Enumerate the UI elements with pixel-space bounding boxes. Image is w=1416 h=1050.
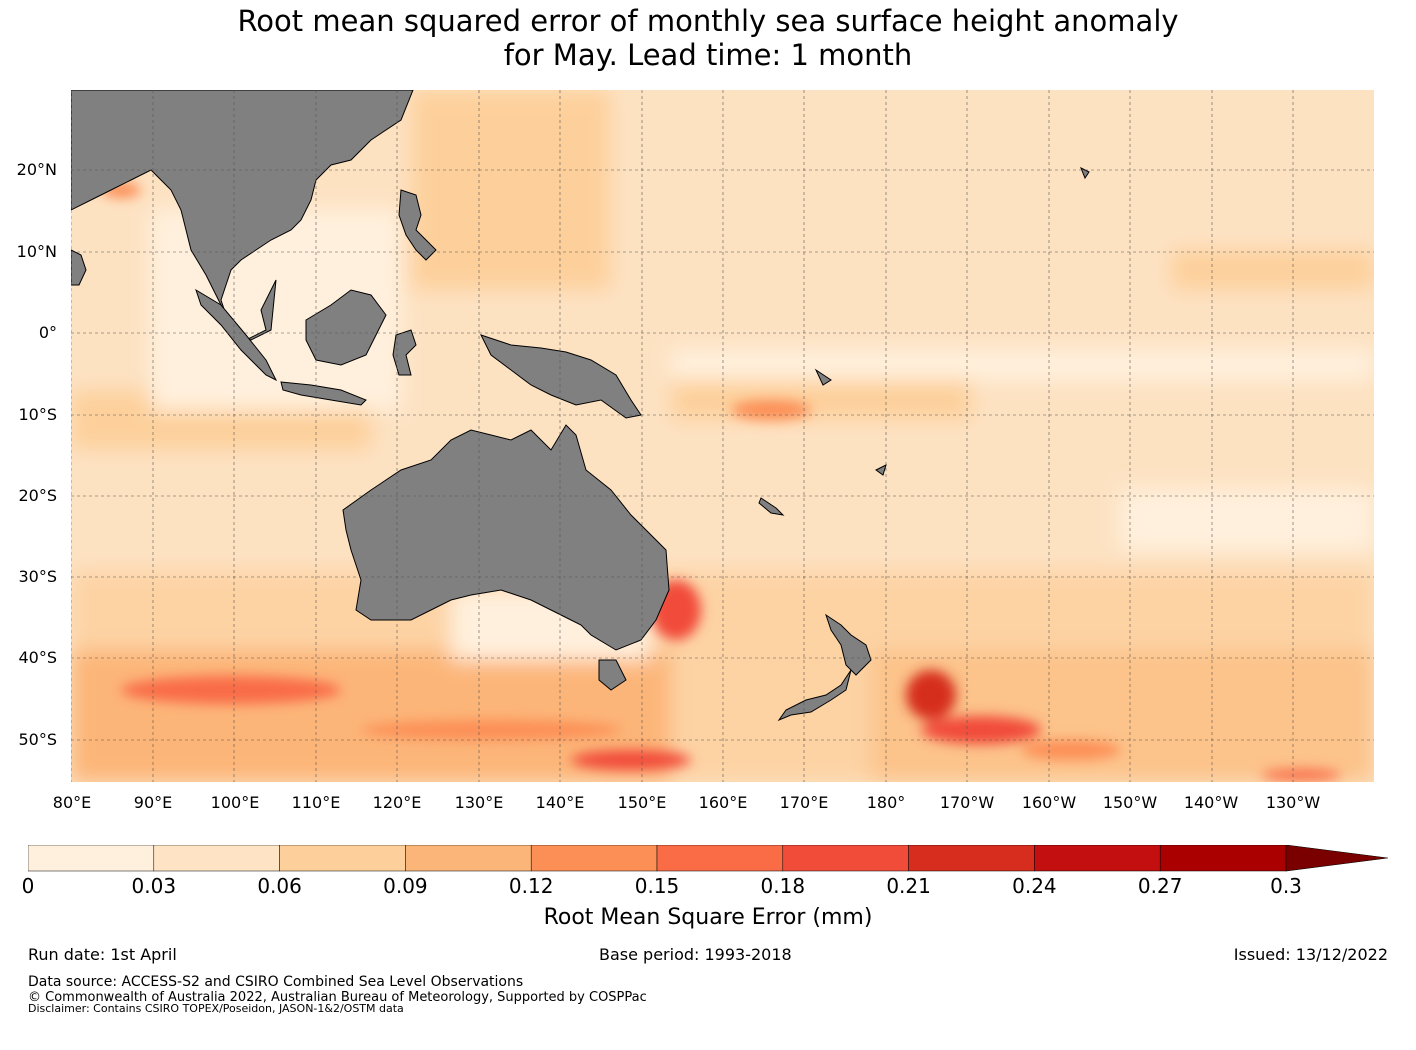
colorbar-cell xyxy=(530,845,658,872)
title-line-1: Root mean squared error of monthly sea s… xyxy=(237,4,1179,38)
data-source: Data source: ACCESS-S2 and CSIRO Combine… xyxy=(28,974,524,990)
colorbar-cell xyxy=(28,845,155,872)
lat-label-20s: 20°S xyxy=(18,486,57,505)
disclaimer: Disclaimer: Contains CSIRO TOPEX/Poseido… xyxy=(28,1002,404,1015)
lon-label-130e: 130°E xyxy=(454,793,504,812)
lon-label-130w: 130°W xyxy=(1265,793,1321,812)
colorbar-cell xyxy=(279,845,406,872)
lon-label-150e: 150°E xyxy=(617,793,667,812)
colorbar-cell xyxy=(153,845,280,872)
colorbar-tick-label: 0.03 xyxy=(131,874,177,898)
lon-label-170e: 170°E xyxy=(779,793,829,812)
lon-label-140e: 140°E xyxy=(535,793,585,812)
base-period: Base period: 1993-2018 xyxy=(599,945,792,964)
run-date: Run date: 1st April xyxy=(28,945,177,964)
colorbar-cell xyxy=(656,845,784,872)
lat-label-50s: 50°S xyxy=(18,730,57,749)
colorbar-tick-label: 0.24 xyxy=(1012,874,1057,898)
colorbar-cells xyxy=(28,845,1287,872)
colorbar-tick-label: 0.27 xyxy=(1137,874,1183,898)
lat-label-20n: 20°N xyxy=(16,160,57,179)
land-masses xyxy=(71,90,1090,722)
colorbar-tick-label: 0.06 xyxy=(257,874,302,898)
colorbar-tick-label: 0.12 xyxy=(508,874,554,898)
colorbar-extend-arrow xyxy=(1285,845,1389,872)
graticule xyxy=(71,90,1374,782)
colorbar-cell xyxy=(1159,845,1287,872)
lat-label-10s: 10°S xyxy=(18,405,57,424)
map-title: Root mean squared error of monthly sea s… xyxy=(0,4,1416,72)
colorbar-cell xyxy=(1034,845,1161,872)
title-line-2: for May. Lead time: 1 month xyxy=(503,38,913,72)
colorbar-tick-label: 0.21 xyxy=(886,874,931,898)
colorbar-cell xyxy=(908,845,1035,872)
colorbar-cell xyxy=(782,845,909,872)
lon-label-170w: 170°W xyxy=(939,793,995,812)
colorbar-cell xyxy=(405,845,532,872)
colorbar-label: Root Mean Square Error (mm) xyxy=(543,905,873,930)
colorbar-tick-label: 0.15 xyxy=(634,874,680,898)
lat-label-40s: 40°S xyxy=(18,648,57,667)
lat-label-30s: 30°S xyxy=(18,567,57,586)
lon-label-80e: 80°E xyxy=(52,793,92,812)
lon-label-160w: 160°W xyxy=(1021,793,1077,812)
colorbar xyxy=(28,845,1389,872)
colorbar-tick-label: 0.09 xyxy=(383,874,428,898)
colorbar-tick-label: 0.18 xyxy=(760,874,806,898)
lat-label-0: 0° xyxy=(38,323,57,342)
lon-label-100e: 100°E xyxy=(210,793,260,812)
lon-label-180: 180° xyxy=(866,793,906,812)
map-panel xyxy=(71,90,1374,782)
lon-label-140w: 140°W xyxy=(1183,793,1239,812)
colorbar-tick-label: 0.3 xyxy=(1270,874,1302,898)
colorbar-tick-label: 0 xyxy=(21,874,35,898)
lon-label-160e: 160°E xyxy=(698,793,748,812)
copyright: © Commonwealth of Australia 2022, Austra… xyxy=(28,990,647,1005)
issued-date: Issued: 13/12/2022 xyxy=(1233,945,1388,964)
lon-label-110e: 110°E xyxy=(291,793,341,812)
lon-label-90e: 90°E xyxy=(133,793,173,812)
lon-label-150w: 150°W xyxy=(1102,793,1158,812)
lon-label-120e: 120°E xyxy=(372,793,422,812)
error-field xyxy=(71,90,1374,782)
lat-label-10n: 10°N xyxy=(16,242,57,261)
error-hotspots xyxy=(101,182,1341,781)
map-canvas xyxy=(71,90,1374,782)
